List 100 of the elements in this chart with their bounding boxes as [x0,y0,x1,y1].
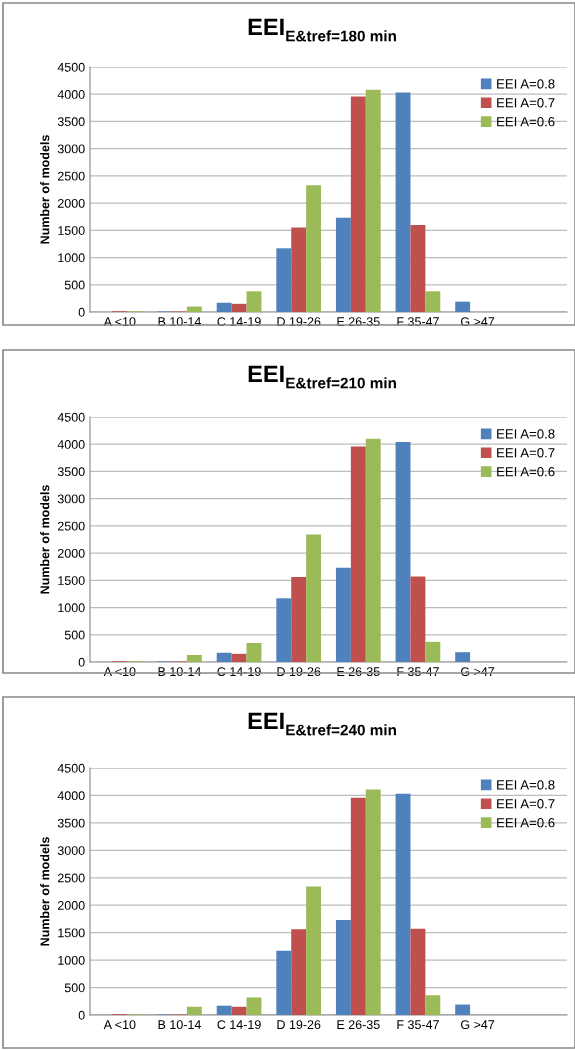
bar [365,789,381,1015]
bar [186,306,202,312]
bar [335,567,351,662]
x-tick-label: G >47 [460,317,495,327]
x-tick-label: B 10-14 [158,1020,201,1030]
x-tick-label: C 14-19 [217,317,261,327]
bar [425,995,441,1015]
y-tick-label: 2000 [57,198,85,208]
bar [306,534,322,662]
y-tick-label: 500 [64,280,85,290]
bar [425,291,441,312]
y-tick-label: 3000 [57,144,85,154]
y-tick-label: 500 [64,983,85,993]
bar [365,438,381,662]
bar [410,224,426,312]
y-tick-label: 2000 [57,548,85,558]
x-tick-label: F 35-47 [397,317,439,327]
bar [291,929,307,1015]
x-tick-label: E 26-35 [337,317,380,327]
y-tick-label: 1000 [58,603,85,613]
bar [410,576,426,662]
legend-label: EEI A=0.8 [497,780,555,790]
bar [455,1004,471,1015]
bar [365,89,381,312]
bar [395,442,411,662]
bar [231,1006,247,1015]
y-tick-label: 2500 [57,171,85,181]
y-tick-label: 1500 [58,576,85,585]
bar [246,997,262,1015]
y-tick-label: 2000 [57,901,85,910]
legend-label: EEI A=0.6 [497,818,555,828]
x-tick-label: A <10 [103,317,136,327]
x-tick-label: C 14-19 [217,667,261,677]
bar [291,227,307,312]
legend-label: EEI A=0.7 [497,799,555,809]
y-tick-label: 4500 [57,62,85,72]
legend-label: EEI A=0.6 [497,467,555,477]
bar [455,652,471,662]
legend-label: EEI A=0.7 [497,98,555,108]
x-tick-label: F 35-47 [397,1020,439,1030]
x-tick-label: B 10-14 [158,667,201,677]
bar [395,793,411,1015]
x-tick-label: C 14-19 [217,1020,261,1030]
bar [276,248,292,312]
bar [231,653,247,662]
x-tick-label: F 35-47 [397,667,439,677]
bar [231,303,247,312]
bar [306,886,322,1015]
bar [186,654,202,662]
y-tick-label: 1000 [58,253,85,263]
bar [291,577,307,662]
bar [216,1005,232,1015]
bar [306,185,322,312]
bar [216,302,232,312]
bar [335,217,351,312]
x-tick-label: D 19-26 [277,1020,321,1030]
legend-label: EEI A=0.7 [497,448,555,458]
bar [350,96,366,312]
bar [335,920,351,1015]
y-tick-label: 3000 [57,846,85,855]
y-tick-label: 4000 [57,90,85,99]
y-tick-label: 0 [78,1010,85,1020]
y-tick-label: 4000 [57,791,85,801]
bar [425,641,441,662]
legend-label: EEI A=0.6 [497,117,555,127]
bar [395,92,411,312]
x-tick-label: D 19-26 [277,667,321,677]
y-tick-label: 3500 [57,818,85,828]
y-axis-title: Number of models [40,837,50,946]
x-tick-label: A <10 [103,667,136,677]
bar [276,950,292,1015]
x-tick-label: G >47 [460,1020,495,1030]
y-tick-label: 3000 [57,494,85,504]
bar [246,642,262,662]
bar [410,928,426,1015]
x-tick-label: E 26-35 [337,667,380,677]
y-tick-label: 2500 [57,873,85,883]
y-tick-label: 1500 [58,928,85,938]
bar [216,652,232,662]
x-tick-label: B 10-14 [158,317,201,327]
bar [246,291,262,312]
y-tick-label: 1000 [58,955,85,965]
x-tick-label: D 19-26 [277,317,321,327]
y-tick-label: 3500 [57,467,85,477]
y-axis-title: Number of models [40,485,50,594]
bar [186,1006,202,1015]
bar [276,598,292,662]
bar [455,301,471,312]
x-tick-label: A <10 [103,1020,136,1030]
x-tick-label: G >47 [460,667,495,677]
legend-label: EEI A=0.8 [497,79,555,89]
y-tick-label: 500 [64,630,85,640]
bar [350,797,366,1015]
y-tick-label: 0 [78,657,85,667]
y-tick-label: 3500 [57,117,85,127]
bar [350,446,366,662]
y-axis-title: Number of models [40,135,50,244]
y-tick-label: 4500 [57,763,85,773]
y-tick-label: 0 [78,307,85,317]
x-tick-label: E 26-35 [337,1020,380,1030]
